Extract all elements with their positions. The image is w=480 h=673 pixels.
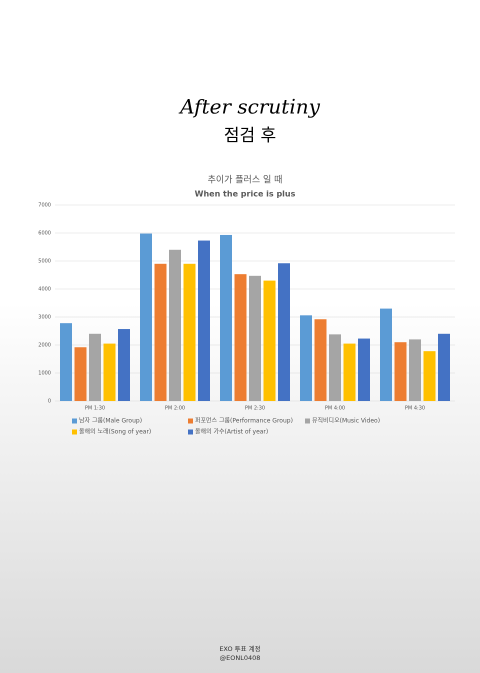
x-tick-label: PM 4:30: [405, 406, 425, 412]
y-tick-label: 5000: [38, 259, 51, 265]
bar: [140, 233, 152, 401]
bar: [394, 342, 407, 401]
footer-handle: @EONL0408: [220, 654, 261, 662]
y-tick-label: 3000: [38, 315, 51, 321]
bar: [314, 319, 327, 401]
chart-title: 추이가 플러스 일 때: [208, 175, 283, 186]
x-tick-label: PM 4:00: [325, 406, 345, 412]
bar: [169, 249, 181, 401]
bar: [154, 263, 167, 401]
bar: [220, 234, 232, 401]
bar: [249, 275, 261, 401]
title-box: [180, 88, 340, 154]
bar: [103, 343, 116, 401]
y-tick-label: 1000: [38, 371, 51, 377]
chart-subtitle: When the price is plus: [195, 190, 296, 199]
y-tick-label: 0: [48, 399, 51, 405]
bar: [300, 315, 312, 401]
bar: [198, 240, 210, 401]
legend-swatch: [188, 429, 193, 435]
bar: [118, 329, 130, 401]
bar: [74, 347, 87, 401]
page-subtitle: 점검 후: [224, 126, 276, 146]
legend-swatch: [305, 418, 310, 424]
bar: [60, 323, 72, 401]
bar: [343, 343, 356, 401]
x-tick-label: PM 2:30: [245, 406, 265, 412]
legend-swatch: [188, 418, 193, 424]
bar: [329, 334, 341, 401]
y-tick-label: 2000: [38, 343, 51, 349]
y-tick-label: 6000: [38, 231, 51, 237]
bar: [89, 333, 101, 401]
x-tick-label: PM 1:30: [85, 406, 105, 412]
legend-swatch: [72, 418, 77, 424]
y-tick-label: 7000: [38, 203, 51, 209]
page-title: After scrutiny: [178, 95, 321, 119]
bar: [409, 339, 421, 401]
legend-label: 올해의 가수(Artist of year): [195, 428, 268, 436]
legend-swatch: [72, 429, 77, 435]
bar: [278, 263, 290, 401]
bar: [423, 351, 436, 401]
bar: [438, 333, 450, 401]
legend-label: 뮤직비디오(Music Video): [312, 417, 380, 425]
bar: [183, 263, 196, 401]
x-tick-label: PM 2:00: [165, 406, 185, 412]
bar: [380, 308, 392, 401]
legend-label: 남자 그룹(Male Group): [79, 417, 142, 425]
bar: [263, 280, 276, 401]
footer-line: EXO 투표 계정: [219, 644, 260, 653]
y-tick-label: 4000: [38, 287, 51, 293]
legend-label: 올해의 노래(Song of year): [79, 428, 151, 436]
legend-label: 퍼포먼스 그룹(Performance Group): [195, 417, 293, 425]
bar: [234, 274, 247, 401]
bar: [358, 338, 370, 401]
